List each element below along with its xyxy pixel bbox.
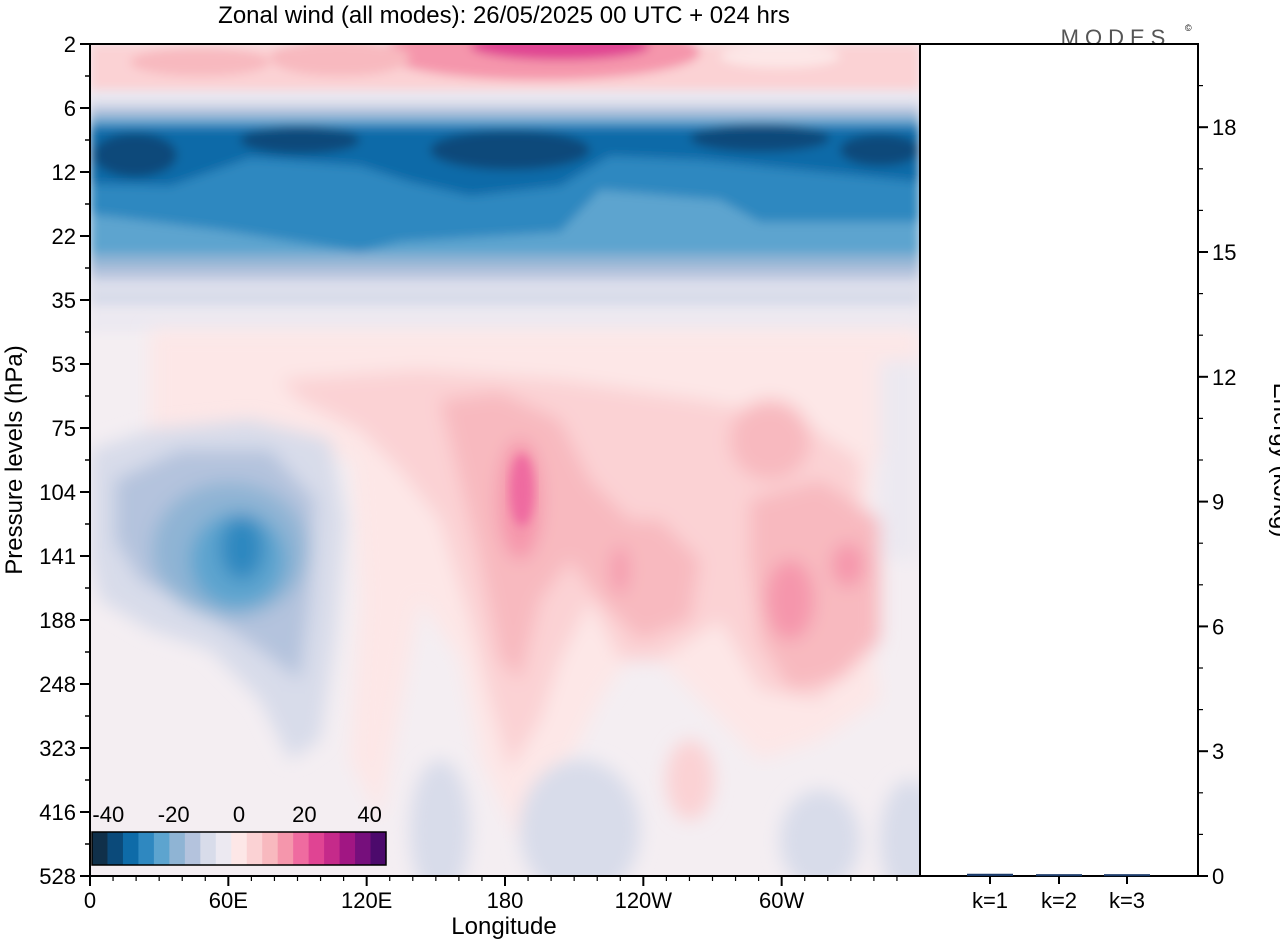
colorbar-swatch [324,832,341,865]
colorbar-tick-label: -40 [92,802,124,827]
colorbar-swatch [339,832,356,865]
neg-trop-core [220,516,264,580]
colorbar-swatch [246,832,263,865]
colorbar-swatch [138,832,155,865]
colorbar-swatch [122,832,139,865]
y-tick-label: 416 [39,800,76,825]
energy-tick-label: 6 [1212,614,1224,639]
pos-region-2 [280,370,860,770]
transition-band-1 [90,288,920,310]
energy-tick-label: 9 [1212,490,1224,515]
y-tick-label: 75 [52,416,76,441]
energy-category-label: k=3 [1109,888,1145,913]
energy-tick-label: 15 [1212,240,1236,265]
y-tick-label: 53 [52,352,76,377]
energy-bar [1104,874,1150,877]
energy-tick-label: 18 [1212,115,1236,140]
y-tick-label: 2 [64,32,76,57]
colorbar-swatch [355,832,372,865]
pos-core-3 [832,543,864,587]
y-tick-label: 141 [39,544,76,569]
colorbar-frame [91,831,387,866]
pos-core-2 [766,560,814,640]
upper-positive-patch-mid [270,44,410,76]
y-tick-label: 6 [64,96,76,121]
neg-core-center-left [240,126,360,154]
troposphere-weak-negative-right [880,360,920,560]
energy-category-label: k=2 [1041,888,1077,913]
y-tick-label: 323 [39,736,76,761]
energy-bars: k=1 k=2 k=3 [967,873,1150,913]
y-axis-label: Pressure levels (hPa) [1,345,28,574]
neg-lower-patch-4 [880,780,920,876]
energy-axis-label: Energy (kJ/kg) [1268,383,1280,538]
x-axis-ticks: 0 60E 120E 180 120W 60W [84,876,898,913]
neg-lower-patch-3 [780,790,860,876]
x-tick-label: 60W [759,888,804,913]
x-tick-label: 120E [341,888,392,913]
y-tick-label: 188 [39,608,76,633]
colorbar: -40 -20 0 20 40 [91,802,387,866]
colorbar-swatch [92,832,108,865]
pos-region-5 [730,400,810,480]
y-tick-label: 104 [39,480,76,505]
neg-lower-patch-2 [520,760,640,876]
colorbar-swatch [262,832,279,865]
colorbar-tick-label: -20 [158,802,190,827]
pos-peak-1 [510,454,534,526]
y-tick-label: 12 [52,160,76,185]
colorbar-swatch [277,832,294,865]
neg-core-center [430,130,590,170]
y-tick-label: 528 [39,864,76,889]
x-tick-label: 60E [209,888,248,913]
neg-core-left [93,133,177,177]
colorbar-swatch [107,832,124,865]
upper-positive-patch-left [130,48,270,76]
x-tick-label: 0 [84,888,96,913]
pos-core-4 [612,546,628,594]
colorbar-swatch [215,832,232,865]
colorbar-swatch [200,832,217,865]
energy-tick-label: 0 [1212,864,1224,889]
zonal-wind-heatmap [90,44,920,876]
x-tick-label: 180 [487,888,524,913]
y-axis-ticks: 2 6 12 22 35 53 75 104 141 188 248 323 416 528 [39,32,90,889]
colorbar-tick-label: 0 [233,802,245,827]
x-tick-label: 120W [615,888,673,913]
colorbar-swatch [308,832,325,865]
colorbar-tick-label: 40 [357,802,381,827]
y-tick-label: 22 [52,224,76,249]
chart-title: Zonal wind (all modes): 26/05/2025 00 UT… [218,2,790,29]
y-tick-label: 35 [52,288,76,313]
energy-tick-label: 3 [1212,739,1224,764]
energy-category-label: k=1 [972,888,1008,913]
colorbar-swatch [231,832,248,865]
colorbar-swatch [370,832,387,865]
x-axis-label: Longitude [451,913,556,940]
upper-positive-patch-right [720,44,840,68]
energy-axis-ticks: 0 3 6 9 12 15 18 [1198,84,1236,889]
colorbar-swatch [293,832,310,865]
energy-bar [1036,874,1082,877]
transition-band-2 [90,306,920,332]
colorbar-swatch [184,832,201,865]
neg-core-far-right [840,134,920,166]
energy-bar [967,873,1013,876]
colorbar-tick-label: 20 [292,802,316,827]
y-tick-label: 248 [39,672,76,697]
neg-core-right [690,124,830,152]
logo-copyright-mark: © [1185,23,1192,33]
upper-positive-peak [470,44,650,60]
colorbar-swatch [169,832,186,865]
colorbar-swatch [153,832,170,865]
pos-region-lower [666,740,714,820]
bar-panel-frame [919,43,1199,877]
neg-lower-patch-1 [410,760,470,876]
energy-tick-label: 12 [1212,365,1236,390]
